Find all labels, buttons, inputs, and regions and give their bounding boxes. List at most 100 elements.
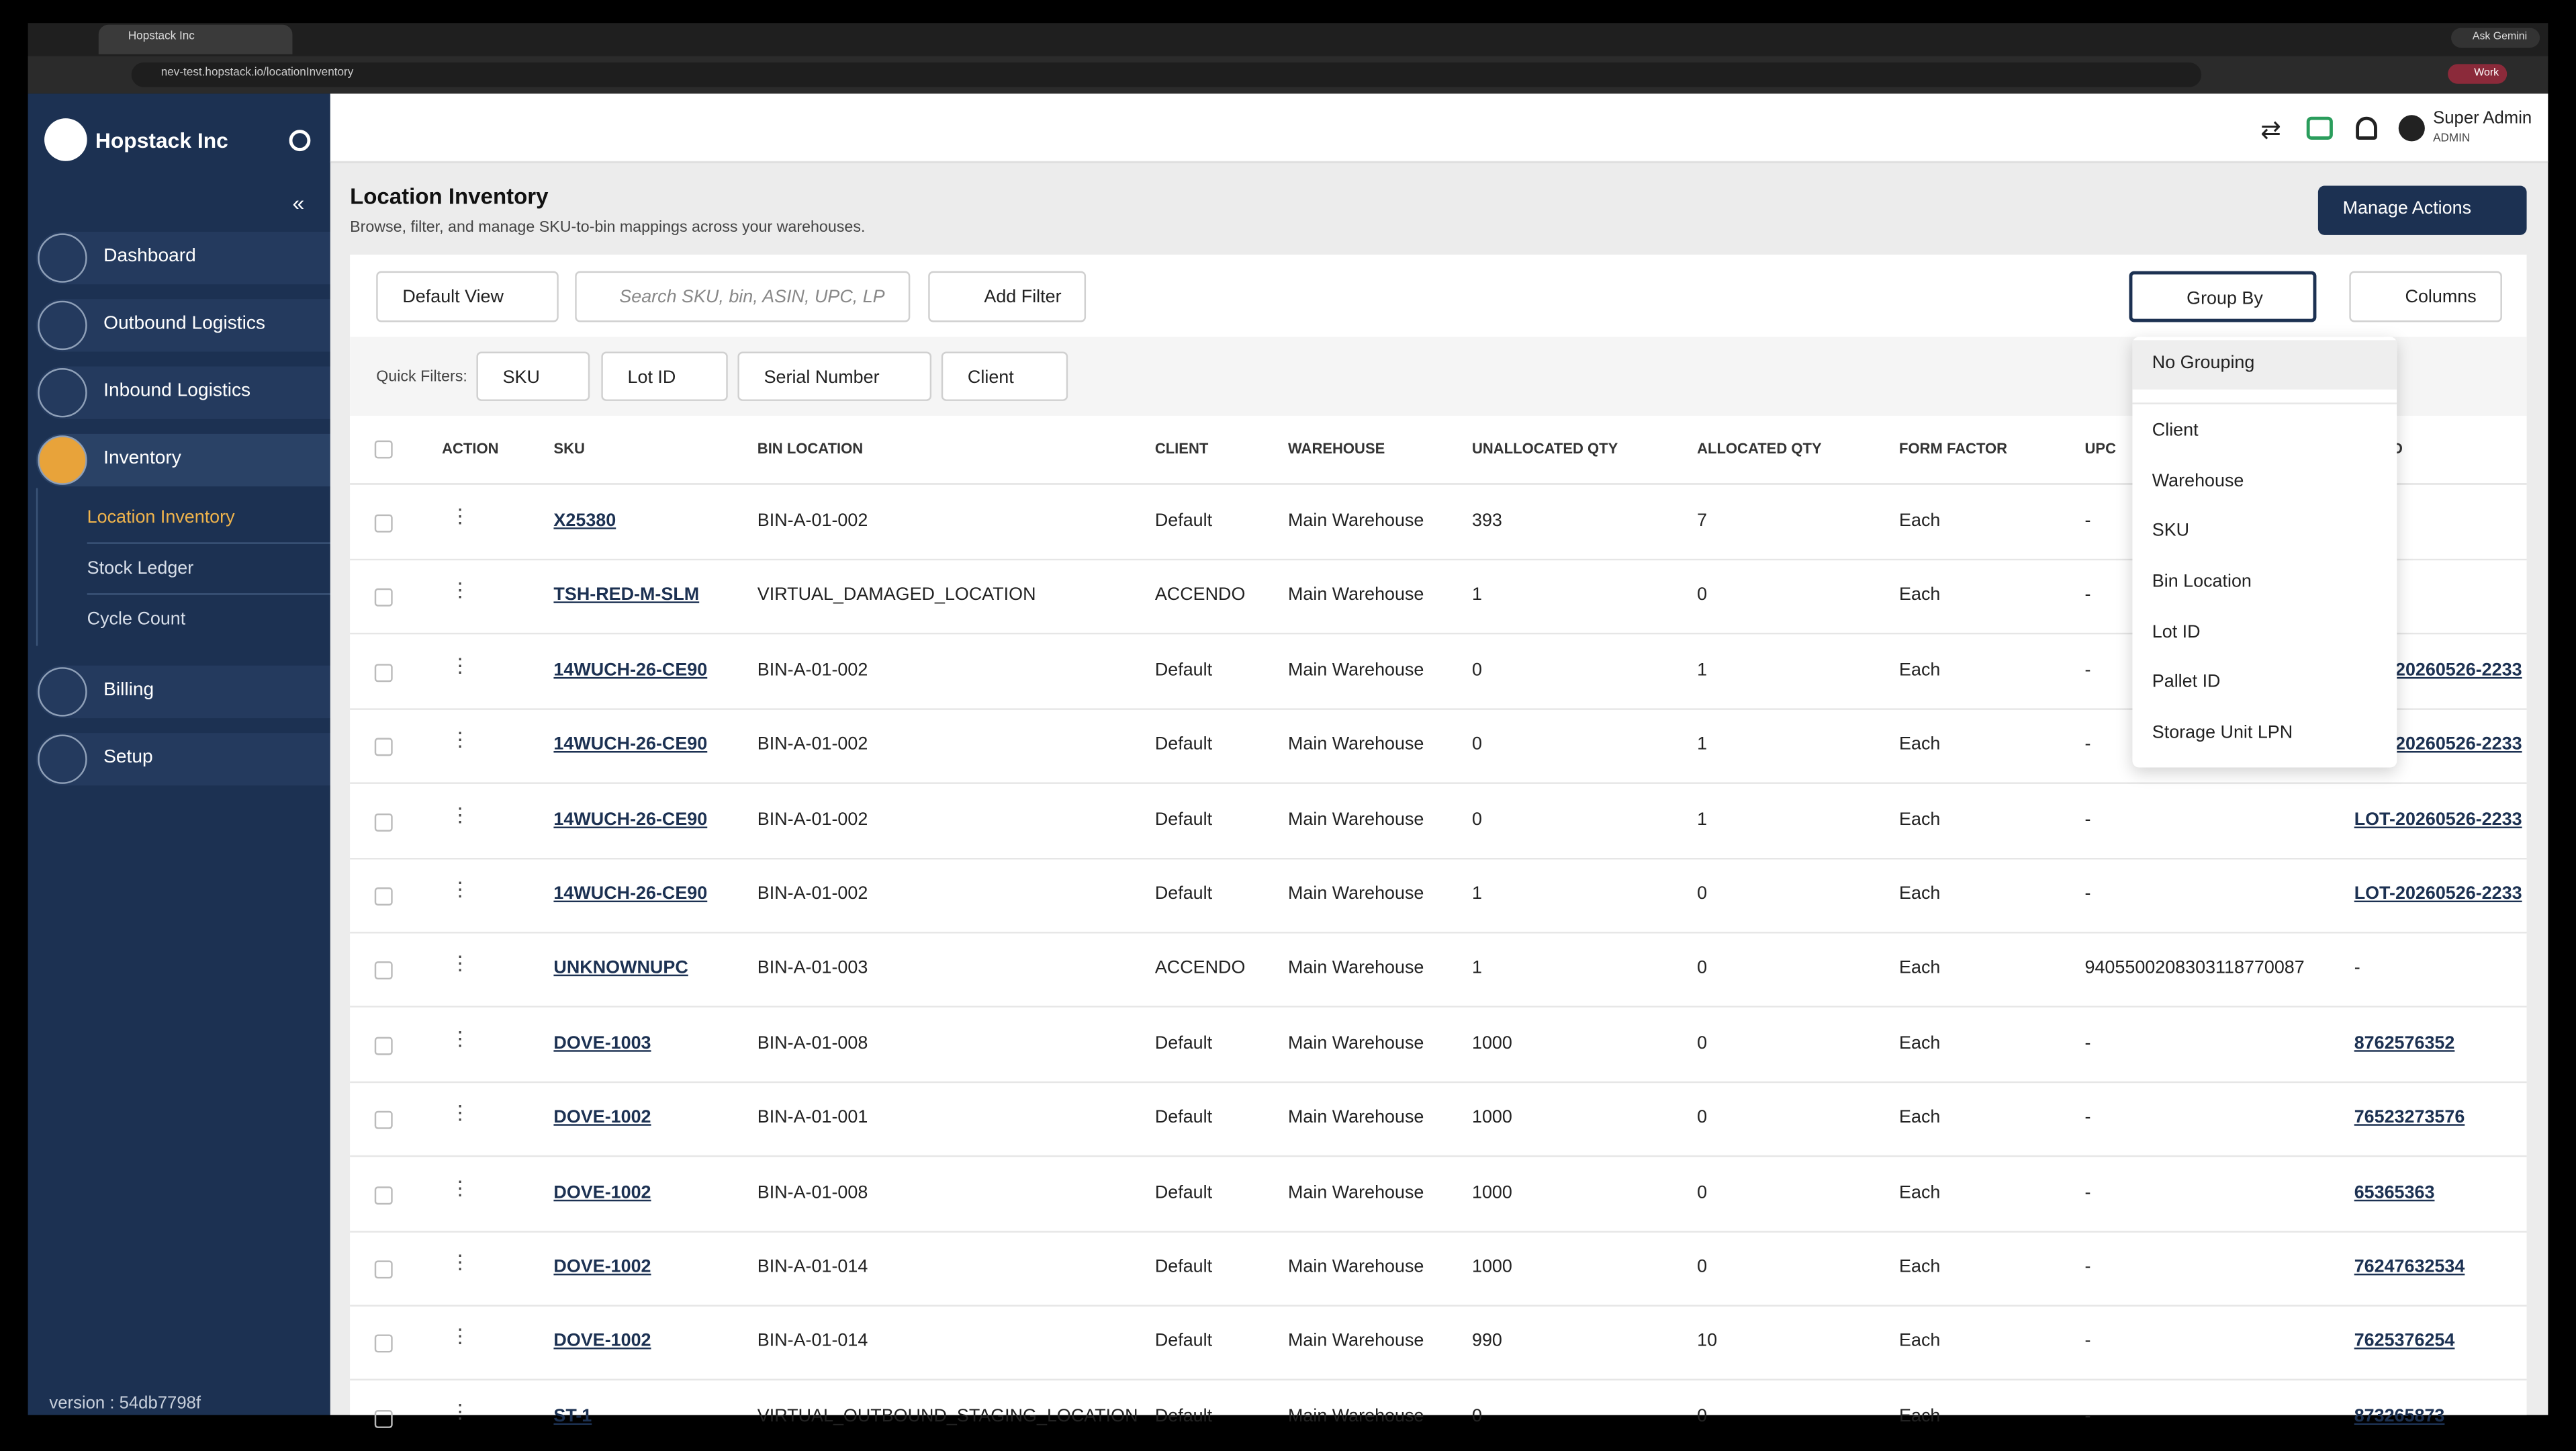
row-menu[interactable]: ⋮ xyxy=(450,1250,470,1274)
quick-filter[interactable]: Lot ID xyxy=(601,351,728,401)
columns[interactable]: Columns xyxy=(2349,271,2502,322)
search-input[interactable]: Search SKU, bin, ASIN, UPC, LP xyxy=(575,271,911,322)
checkbox[interactable] xyxy=(374,738,393,756)
ask-gemini[interactable]: Ask Gemini xyxy=(2451,28,2540,48)
checkbox[interactable] xyxy=(374,1409,393,1428)
checkbox[interactable] xyxy=(374,1335,393,1354)
checkbox[interactable] xyxy=(374,887,393,906)
menu-option[interactable]: Pallet ID xyxy=(2152,672,2221,692)
menu-option[interactable]: Client xyxy=(2152,421,2199,441)
checkbox[interactable] xyxy=(374,588,393,607)
collapse-icon[interactable]: « xyxy=(292,190,305,216)
cell: Default xyxy=(1154,1182,1213,1202)
menu-option[interactable]: No Grouping xyxy=(2152,353,2255,373)
cell: - xyxy=(2084,734,2091,755)
checkbox[interactable] xyxy=(374,514,393,533)
checkbox[interactable] xyxy=(374,663,393,682)
print-icon[interactable] xyxy=(2306,116,2333,140)
column-header[interactable]: FORM FACTOR xyxy=(1899,440,2008,457)
cell-link[interactable]: 7625376254 xyxy=(2354,1331,2455,1352)
row-menu[interactable]: ⋮ xyxy=(450,728,470,752)
url-bar[interactable] xyxy=(131,62,2202,87)
cell: - xyxy=(2354,959,2360,979)
sub-nav-item[interactable]: Stock Ledger xyxy=(87,558,194,579)
cell-link[interactable]: 65365363 xyxy=(2354,1182,2435,1202)
cell-link[interactable]: 8762576352 xyxy=(2354,1033,2455,1053)
profile[interactable]: Work xyxy=(2448,64,2508,84)
default-view[interactable]: Default View xyxy=(376,271,559,322)
cell: Main Warehouse xyxy=(1287,959,1424,979)
cell-link[interactable]: DOVE-1002 xyxy=(553,1182,651,1202)
cell-link[interactable]: DOVE-1002 xyxy=(553,1331,651,1352)
checkbox[interactable] xyxy=(374,812,393,831)
settings-icon[interactable] xyxy=(289,130,311,152)
column-header[interactable]: UNALLOCATED QTY xyxy=(1471,440,1618,457)
row-menu[interactable]: ⋮ xyxy=(450,654,470,677)
bell-icon[interactable] xyxy=(2356,116,2377,140)
cell-link[interactable]: 873265873 xyxy=(2354,1406,2445,1426)
manage-actions[interactable]: Manage Actions xyxy=(2317,185,2527,235)
row-menu[interactable]: ⋮ xyxy=(450,1399,470,1423)
row-menu[interactable]: ⋮ xyxy=(450,504,470,528)
checkbox[interactable] xyxy=(374,1186,393,1204)
cell-link[interactable]: ST-1 xyxy=(553,1406,592,1426)
row-menu[interactable]: ⋮ xyxy=(450,1325,470,1349)
cell-link[interactable]: 76247632534 xyxy=(2354,1257,2465,1277)
column-header[interactable]: CLIENT xyxy=(1154,440,1209,457)
row-menu[interactable]: ⋮ xyxy=(450,1101,470,1125)
cell: 10 xyxy=(1697,1331,1718,1352)
cell-link[interactable]: DOVE-1002 xyxy=(553,1108,651,1128)
cell-link[interactable]: 76523273576 xyxy=(2354,1108,2465,1128)
menu-option[interactable]: Lot ID xyxy=(2152,623,2201,643)
add-filter[interactable]: Add Filter xyxy=(928,271,1087,322)
cell-link[interactable]: LOT-20260526-2233 xyxy=(2354,884,2522,904)
sub-nav-item[interactable]: Cycle Count xyxy=(87,609,186,629)
quick-filter[interactable]: Serial Number xyxy=(737,351,932,401)
cell: Default xyxy=(1154,734,1213,755)
column-header[interactable]: BIN LOCATION xyxy=(757,440,864,457)
cell: 0 xyxy=(1471,809,1482,830)
cell: Each xyxy=(1899,1257,1941,1277)
row-menu[interactable]: ⋮ xyxy=(450,803,470,826)
cell: BIN-A-01-014 xyxy=(757,1331,868,1352)
menu-option[interactable]: SKU xyxy=(2152,521,2190,541)
row-menu[interactable]: ⋮ xyxy=(450,1026,470,1050)
cell-link[interactable]: DOVE-1003 xyxy=(553,1033,651,1053)
column-header[interactable]: SKU xyxy=(553,440,585,457)
column-header[interactable]: UPC xyxy=(2084,440,2117,457)
column-header[interactable]: ALLOCATED QTY xyxy=(1697,440,1822,457)
cell-link[interactable]: UNKNOWNUPC xyxy=(553,959,688,979)
cell: 1 xyxy=(1697,734,1708,755)
row-menu[interactable]: ⋮ xyxy=(450,579,470,603)
menu-option[interactable]: Bin Location xyxy=(2152,572,2252,592)
row-menu[interactable]: ⋮ xyxy=(450,952,470,975)
switch-icon[interactable]: ⇄ xyxy=(2260,116,2282,145)
row-menu[interactable]: ⋮ xyxy=(450,877,470,901)
cell: Each xyxy=(1899,1406,1941,1426)
quick-filter[interactable]: Client xyxy=(941,351,1068,401)
cell: Default xyxy=(1154,1406,1213,1426)
column-header[interactable]: WAREHOUSE xyxy=(1287,440,1385,457)
group-by[interactable]: Group By xyxy=(2129,271,2317,322)
checkbox[interactable] xyxy=(374,962,393,981)
sub-nav-item[interactable]: Location Inventory xyxy=(87,507,235,528)
cell-link[interactable]: TSH-RED-M-SLM xyxy=(553,585,700,606)
row-menu[interactable]: ⋮ xyxy=(450,1176,470,1199)
cell-link[interactable]: 14WUCH-26-CE90 xyxy=(553,660,708,680)
cell-link[interactable]: DOVE-1002 xyxy=(553,1257,651,1277)
cell-link[interactable]: LOT-20260526-2233 xyxy=(2354,809,2522,830)
checkbox[interactable] xyxy=(374,1111,393,1130)
checkbox[interactable] xyxy=(374,1260,393,1279)
tab[interactable] xyxy=(98,24,293,54)
cell: 1000 xyxy=(1471,1108,1512,1128)
checkbox[interactable] xyxy=(374,440,393,459)
checkbox[interactable] xyxy=(374,1037,393,1055)
quick-filter[interactable]: SKU xyxy=(476,351,590,401)
menu-option[interactable]: Storage Unit LPN xyxy=(2152,723,2293,743)
menu-option[interactable]: Warehouse xyxy=(2152,472,2244,492)
avatar[interactable] xyxy=(2398,115,2425,142)
cell-link[interactable]: 14WUCH-26-CE90 xyxy=(553,884,708,904)
cell-link[interactable]: 14WUCH-26-CE90 xyxy=(553,809,708,830)
cell-link[interactable]: X25380 xyxy=(553,511,616,531)
cell-link[interactable]: 14WUCH-26-CE90 xyxy=(553,734,708,755)
